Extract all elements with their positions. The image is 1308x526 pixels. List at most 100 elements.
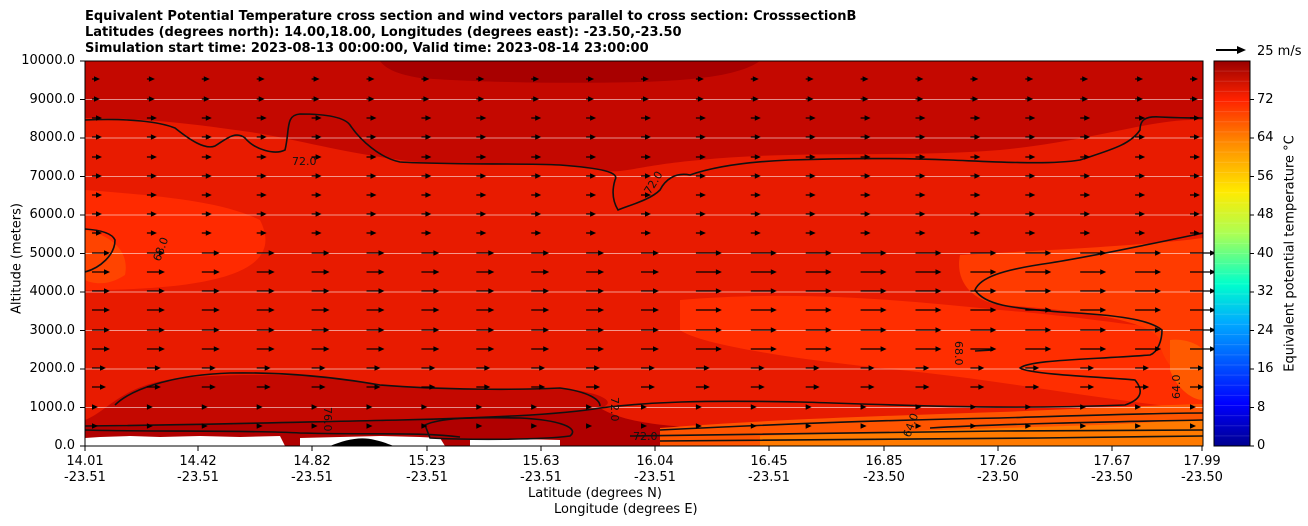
wind-arrow-head: [699, 173, 706, 179]
x-tick-label: 17.67 -23.50: [1091, 454, 1133, 485]
wind-arrow-head: [1082, 96, 1089, 102]
wind-arrow-head: [104, 307, 110, 313]
wind-arrow-head: [1033, 384, 1040, 390]
wind-arrow-head: [425, 211, 432, 217]
x-tick-label: 15.23 -23.51: [406, 454, 448, 485]
x-axis-ticks: [84, 446, 1203, 451]
wind-arrow-head: [158, 269, 165, 275]
wind-arrow-head: [974, 211, 981, 217]
wind-arrow-head: [323, 250, 330, 256]
wind-arrow-head: [366, 423, 373, 429]
wind-arrow-head: [813, 365, 820, 371]
wind-arrow-head: [695, 404, 702, 410]
wind-arrow-head: [645, 211, 651, 217]
wind-arrow-head: [1194, 230, 1200, 236]
wind-arrow-head: [96, 230, 102, 236]
wind-arrow-head: [825, 250, 832, 256]
wind-arrow-head: [480, 154, 487, 160]
wind-arrow-head: [488, 327, 495, 333]
wind-arrow-head: [535, 115, 542, 121]
wind-arrow-head: [809, 192, 816, 198]
wind-arrow-head: [268, 327, 275, 333]
wind-arrow-head: [1139, 173, 1146, 179]
wind-arrow-head: [1027, 76, 1034, 82]
wind-arrow-head: [1139, 192, 1146, 198]
wind-arrow-head: [1029, 211, 1036, 217]
wind-arrow-head: [148, 76, 155, 82]
wind-arrow-head: [96, 154, 102, 160]
wind-arrow-head: [209, 365, 216, 371]
wind-arrow-head: [1192, 96, 1198, 102]
wind-arrow-head: [268, 307, 275, 313]
contour-label-68-b: 68.0: [952, 341, 965, 366]
wind-arrow-head: [476, 423, 483, 429]
wind-arrow-head: [699, 192, 706, 198]
wind-arrow-head: [260, 230, 267, 236]
wind-arrow-head: [754, 115, 761, 121]
wind-arrow-head: [990, 307, 997, 313]
y-tick-label: 7000.0: [29, 168, 76, 184]
wind-arrow-head: [374, 365, 381, 371]
wind-key-arrow-icon: [1216, 46, 1246, 54]
colorbar-ticks: [1250, 99, 1254, 447]
wind-arrow-head: [205, 211, 212, 217]
wind-arrow-head: [1192, 76, 1198, 82]
wind-arrow-head: [649, 365, 655, 371]
wind-arrow-head: [535, 192, 542, 198]
wind-arrow-head: [919, 211, 926, 217]
wind-arrow-head: [370, 230, 377, 236]
wind-arrow-head: [311, 423, 318, 429]
wind-arrow-head: [543, 307, 550, 313]
wind-arrow-head: [203, 76, 210, 82]
wind-arrow-head: [423, 76, 430, 82]
wind-arrow-head: [1194, 211, 1200, 217]
wind-arrow-head: [974, 115, 981, 121]
wind-arrow-head: [1045, 307, 1052, 313]
wind-arrow-head: [150, 192, 157, 198]
wind-arrow-head: [1088, 365, 1095, 371]
wind-arrow-head: [421, 423, 428, 429]
wind-arrow-head: [864, 134, 871, 140]
wind-arrow-head: [535, 173, 542, 179]
wind-arrow-head: [598, 307, 605, 313]
wind-arrow-head: [770, 250, 777, 256]
wind-arrow-head: [653, 288, 659, 294]
wind-arrow-head: [96, 134, 102, 140]
wind-arrow-head: [1155, 327, 1162, 333]
wind-arrow-head: [150, 154, 157, 160]
wind-arrow-head: [653, 250, 659, 256]
wind-arrow-head: [268, 288, 275, 294]
wind-arrow-head: [935, 327, 942, 333]
colorbar-tick-label: 64: [1257, 130, 1274, 145]
wind-arrow-head: [1100, 269, 1107, 275]
wind-arrow-head: [535, 211, 542, 217]
wind-arrow-head: [429, 365, 436, 371]
wind-arrow-head: [1029, 173, 1036, 179]
wind-arrow-head: [543, 269, 550, 275]
wind-arrow-head: [488, 250, 495, 256]
wind-arrow-head: [1088, 384, 1095, 390]
wind-arrow-head: [104, 269, 110, 275]
wind-arrow-head: [256, 404, 263, 410]
wind-arrow-head: [268, 346, 275, 352]
wind-arrow-head: [703, 365, 710, 371]
wind-arrow-head: [378, 327, 385, 333]
wind-arrow-head: [1100, 250, 1107, 256]
wind-arrow-head: [531, 423, 538, 429]
wind-arrow-head: [205, 230, 212, 236]
wind-arrow-head: [535, 154, 542, 160]
wind-vectors: [92, 76, 1216, 429]
wind-arrow-head: [205, 173, 212, 179]
wind-arrow-head: [370, 192, 377, 198]
y-tick-label: 1000.0: [29, 399, 76, 415]
wind-arrow-head: [590, 173, 597, 179]
wind-arrow-head: [158, 288, 165, 294]
wind-arrow-head: [378, 250, 385, 256]
wind-arrow-head: [476, 404, 483, 410]
wind-arrow-head: [770, 288, 777, 294]
wind-arrow-head: [990, 250, 997, 256]
wind-arrow-head: [1135, 404, 1142, 410]
wind-arrow-head: [978, 365, 985, 371]
wind-arrow-head: [1029, 115, 1036, 121]
wind-arrow-head: [1045, 346, 1052, 352]
